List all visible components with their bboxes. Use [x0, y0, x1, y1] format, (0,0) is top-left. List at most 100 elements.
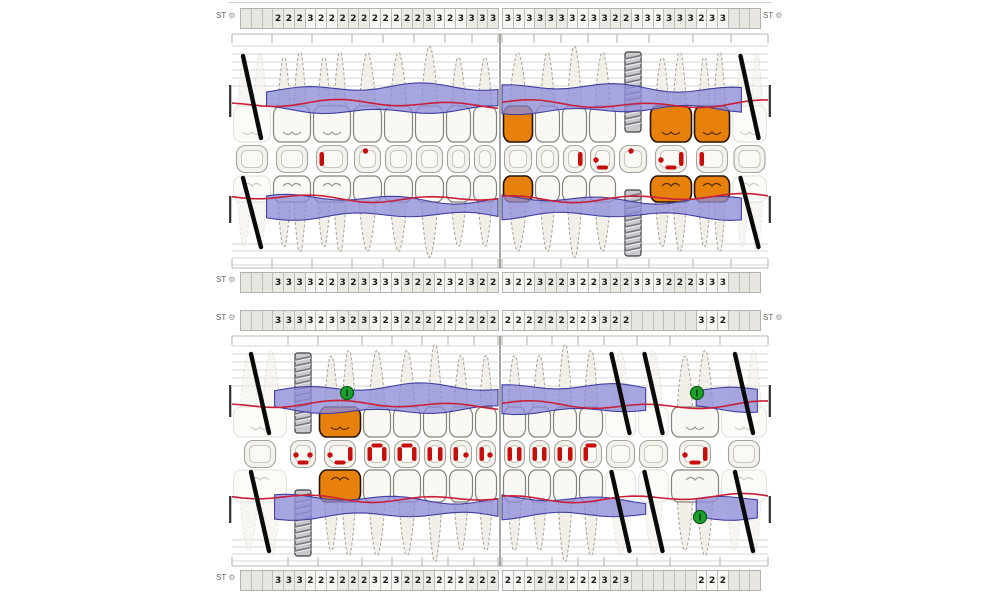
probing-depth-cell[interactable]: 3 — [599, 273, 611, 292]
probing-depth-cell[interactable]: 2 — [273, 9, 284, 28]
probing-depth-cell[interactable]: 2 — [477, 311, 489, 330]
probing-depth-cell[interactable]: 2 — [380, 571, 392, 590]
occlusal-tooth[interactable] — [353, 144, 382, 174]
probing-depth-cell[interactable]: 3 — [632, 9, 643, 28]
probing-depth-cell[interactable]: 3 — [359, 311, 370, 330]
probing-depth-cell[interactable]: 2 — [524, 273, 536, 292]
probing-depth-cell[interactable] — [251, 273, 263, 292]
probing-depth-cell[interactable]: 2 — [589, 273, 600, 292]
probing-depth-cell[interactable]: 3 — [284, 311, 295, 330]
probing-depth-cell[interactable] — [675, 571, 686, 590]
probing-depth-cell[interactable]: 3 — [696, 311, 708, 330]
probing-depth-cell[interactable]: 2 — [578, 571, 589, 590]
probing-depth-cell[interactable]: 3 — [567, 9, 579, 28]
occlusal-tooth[interactable] — [415, 144, 444, 174]
tooth[interactable] — [422, 469, 448, 562]
probing-depth-cell[interactable] — [632, 311, 643, 330]
probing-depth-cell[interactable]: 3 — [707, 9, 718, 28]
probing-depth-cell[interactable] — [728, 571, 740, 590]
tooth[interactable] — [383, 175, 414, 252]
probing-depth-cell[interactable]: 2 — [337, 9, 349, 28]
probing-depth-cell[interactable]: 2 — [718, 311, 729, 330]
probing-depth-cell[interactable] — [728, 311, 740, 330]
probing-depth-cell[interactable] — [653, 571, 665, 590]
occlusal-tooth[interactable] — [638, 439, 669, 469]
occlusal-tooth[interactable] — [733, 144, 766, 174]
probing-depth-cell[interactable]: 2 — [337, 571, 349, 590]
probing-depth-cell[interactable] — [251, 311, 263, 330]
probing-depth-cell[interactable]: 3 — [621, 571, 632, 590]
probing-depth-cell[interactable]: 3 — [380, 273, 392, 292]
occlusal-tooth[interactable] — [473, 144, 497, 174]
occlusal-tooth[interactable] — [289, 439, 317, 469]
probing-depth-cell[interactable] — [653, 311, 665, 330]
probing-depth-cell[interactable]: 3 — [305, 273, 317, 292]
occlusal-tooth[interactable] — [589, 144, 616, 174]
probing-depth-cell[interactable]: 2 — [380, 9, 392, 28]
probing-depth-cell[interactable]: 2 — [434, 571, 446, 590]
probing-depth-cell[interactable]: 2 — [434, 311, 446, 330]
occlusal-tooth[interactable] — [553, 439, 577, 469]
probing-depth-cell[interactable]: 2 — [556, 273, 568, 292]
probing-depth-cell[interactable] — [675, 311, 686, 330]
occlusal-tooth[interactable] — [423, 439, 447, 469]
probing-depth-cell[interactable]: 3 — [273, 571, 284, 590]
probing-depth-cell[interactable]: 3 — [456, 9, 467, 28]
occlusal-tooth[interactable] — [727, 439, 761, 469]
tooth[interactable] — [362, 469, 392, 556]
probing-depth-cell[interactable]: 2 — [316, 9, 327, 28]
probing-depth-cell[interactable]: 2 — [466, 311, 478, 330]
probing-depth-cell[interactable]: 3 — [391, 311, 403, 330]
probing-depth-cell[interactable]: 2 — [380, 311, 392, 330]
probing-depth-cell[interactable]: 3 — [535, 9, 546, 28]
probing-depth-cell[interactable]: 3 — [359, 273, 370, 292]
probing-depth-cell[interactable]: 3 — [337, 273, 349, 292]
probing-depth-cell[interactable]: 2 — [578, 273, 589, 292]
probing-depth-cell[interactable]: 2 — [718, 571, 729, 590]
probing-depth-cell[interactable] — [241, 571, 252, 590]
probing-depth-cell[interactable]: 2 — [675, 273, 686, 292]
probing-depth-cell[interactable] — [251, 571, 263, 590]
probing-depth-cell[interactable]: 3 — [327, 311, 338, 330]
probing-depth-cell[interactable]: 3 — [466, 9, 478, 28]
probing-depth-cell[interactable]: 2 — [664, 273, 675, 292]
probing-depth-cell[interactable]: 3 — [675, 9, 686, 28]
probing-depth-cell[interactable]: 2 — [578, 311, 589, 330]
probing-depth-cell[interactable]: 2 — [445, 571, 456, 590]
probing-depth-cell[interactable]: 3 — [402, 273, 413, 292]
probing-depth-cell[interactable]: 3 — [445, 273, 456, 292]
probing-depth-cell[interactable]: 3 — [391, 571, 403, 590]
probing-depth-cell[interactable]: 2 — [359, 571, 370, 590]
probing-depth-cell[interactable]: 2 — [284, 9, 295, 28]
probing-depth-cell[interactable] — [241, 273, 252, 292]
probing-depth-cell[interactable]: 2 — [488, 571, 498, 590]
probing-depth-cell[interactable]: 2 — [327, 9, 338, 28]
probing-depth-cell[interactable]: 2 — [423, 273, 435, 292]
probing-depth-cell[interactable]: 2 — [513, 571, 525, 590]
gear-icon[interactable]: ⚙ — [775, 10, 783, 20]
probing-depth-cell[interactable]: 3 — [391, 273, 403, 292]
probing-depth-cell[interactable]: 2 — [402, 9, 413, 28]
probing-depth-cell[interactable]: 2 — [621, 9, 632, 28]
probing-depth-cell[interactable]: 2 — [413, 273, 424, 292]
probing-depth-cell[interactable]: 3 — [556, 9, 568, 28]
occlusal-tooth[interactable] — [562, 144, 587, 174]
probing-depth-cell[interactable]: 2 — [610, 9, 622, 28]
probing-depth-cell[interactable]: 3 — [707, 311, 718, 330]
occlusal-tooth[interactable] — [695, 144, 729, 174]
probing-depth-cell[interactable]: 2 — [578, 9, 589, 28]
probing-depth-cell[interactable]: 2 — [413, 9, 424, 28]
occlusal-tooth[interactable] — [235, 144, 269, 174]
occlusal-tooth[interactable] — [475, 439, 497, 469]
probing-depth-cell[interactable] — [728, 273, 740, 292]
green-marker[interactable] — [339, 385, 355, 401]
probing-depth-cell[interactable]: 2 — [456, 273, 467, 292]
probing-depth-cell[interactable]: 2 — [456, 571, 467, 590]
probing-depth-cell[interactable]: 3 — [664, 9, 675, 28]
probing-depth-cell[interactable]: 2 — [413, 571, 424, 590]
probing-depth-cell[interactable]: 2 — [423, 571, 435, 590]
probing-depth-cell[interactable]: 2 — [589, 571, 600, 590]
probing-depth-cell[interactable] — [739, 571, 751, 590]
probing-depth-cell[interactable]: 3 — [685, 9, 697, 28]
probing-depth-cell[interactable]: 2 — [513, 311, 525, 330]
